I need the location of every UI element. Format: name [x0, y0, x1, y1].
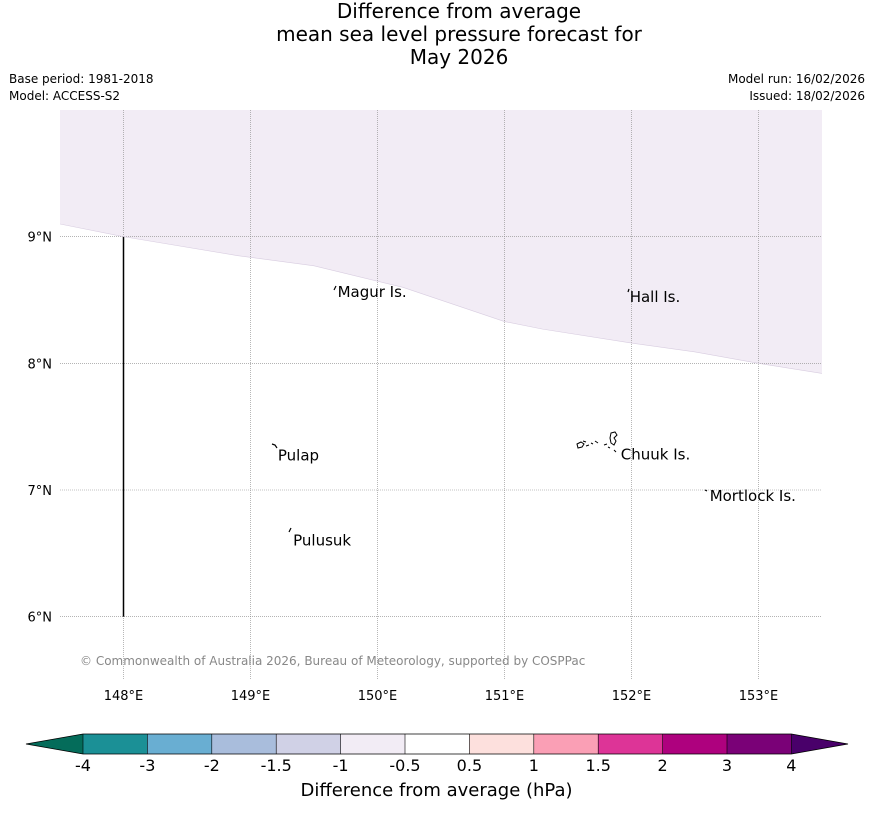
- latitude-label: 9°N: [28, 231, 53, 246]
- colorbar-segment: [469, 734, 534, 754]
- place-label: Chuuk Is.: [621, 445, 690, 463]
- meta-right: Model run: 16/02/2026 Issued: 18/02/2026: [728, 71, 865, 105]
- place-label: Magur Is.: [338, 283, 407, 301]
- longitude-label: 150°E: [358, 689, 398, 704]
- map-panel: Magur Is. Hall Is. Pulap Chuuk Is. Mortlock …: [28, 110, 823, 704]
- latitude-label: 7°N: [28, 484, 53, 499]
- longitude-label: 152°E: [612, 689, 652, 704]
- shaded-pressure-region: [60, 110, 822, 374]
- colorbar-tick-label: 0.5: [457, 756, 482, 775]
- title-line-2: mean sea level pressure forecast for: [276, 22, 642, 46]
- place-labels: Magur Is. Hall Is. Pulap Chuuk Is. Mortlock …: [278, 283, 796, 549]
- longitude-label: 151°E: [485, 689, 525, 704]
- colorbar-segment: [727, 734, 792, 754]
- map-title: Difference from average mean sea level p…: [0, 0, 873, 69]
- colorbar-segment: [83, 734, 148, 754]
- colorbar-segment: [598, 734, 663, 754]
- colorbar-segment: [211, 734, 277, 754]
- colorbar-tick-label: 1: [529, 756, 539, 775]
- colorbar: -4 -3 -2 -1.5 -1 -0.5 0.5 1 1.5 2 3 4: [25, 733, 849, 775]
- shaded-region-edge: [59, 223, 823, 374]
- colorbar-label: Difference from average (hPa): [300, 780, 573, 801]
- colorbar-tick-label: 1.5: [585, 756, 610, 775]
- latitude-label: 6°N: [28, 611, 53, 626]
- colorbar-tick-label: -1: [333, 756, 349, 775]
- island-marks: [271, 285, 708, 533]
- latitude-label: 8°N: [28, 357, 53, 372]
- place-label: Mortlock Is.: [710, 487, 796, 505]
- copyright-text: © Commonwealth of Australia 2026, Bureau…: [80, 654, 585, 668]
- island-chuuk: [576, 431, 618, 453]
- model-run-text: Model run: 16/02/2026: [727, 72, 865, 86]
- colorbar-segment: [147, 734, 212, 754]
- meta-left: Base period: 1981-2018 Model: ACCESS-S2: [9, 71, 154, 105]
- longitude-label: 148°E: [104, 689, 144, 704]
- colorbar-segment: [662, 734, 727, 754]
- title-line-3: May 2026: [409, 45, 509, 69]
- issued-text: Issued: 18/02/2026: [749, 89, 865, 103]
- colorbar-tick-label: -2: [204, 756, 220, 775]
- colorbar-tick-label: -0.5: [389, 756, 420, 775]
- place-label: Hall Is.: [630, 288, 681, 306]
- colorbar-segment: [340, 734, 405, 754]
- latitude-labels: 9°N 8°N 7°N 6°N: [28, 231, 53, 626]
- place-label: Pulap: [278, 447, 319, 465]
- colorbar-under-arrow: [26, 734, 83, 754]
- colorbar-tick-label: 3: [722, 756, 732, 775]
- colorbar-over-arrow: [791, 734, 848, 754]
- colorbar-segment: [533, 734, 599, 754]
- longitude-labels: 148°E 149°E 150°E 151°E 152°E 153°E: [104, 689, 779, 704]
- colorbar-tick-label: -3: [139, 756, 155, 775]
- colorbar-segment: [276, 734, 341, 754]
- colorbar-tick-label: -4: [75, 756, 91, 775]
- colorbar-tick-label: 2: [658, 756, 668, 775]
- model-text: Model: ACCESS-S2: [9, 89, 121, 103]
- base-period-text: Base period: 1981-2018: [9, 72, 154, 86]
- colorbar-segment: [405, 734, 470, 754]
- longitude-label: 149°E: [231, 689, 271, 704]
- title-line-1: Difference from average: [336, 0, 582, 23]
- colorbar-tick-label: -1.5: [261, 756, 292, 775]
- place-label: Pulusuk: [293, 531, 351, 549]
- colorbar-tick-label: 4: [786, 756, 796, 775]
- longitude-label: 153°E: [739, 689, 779, 704]
